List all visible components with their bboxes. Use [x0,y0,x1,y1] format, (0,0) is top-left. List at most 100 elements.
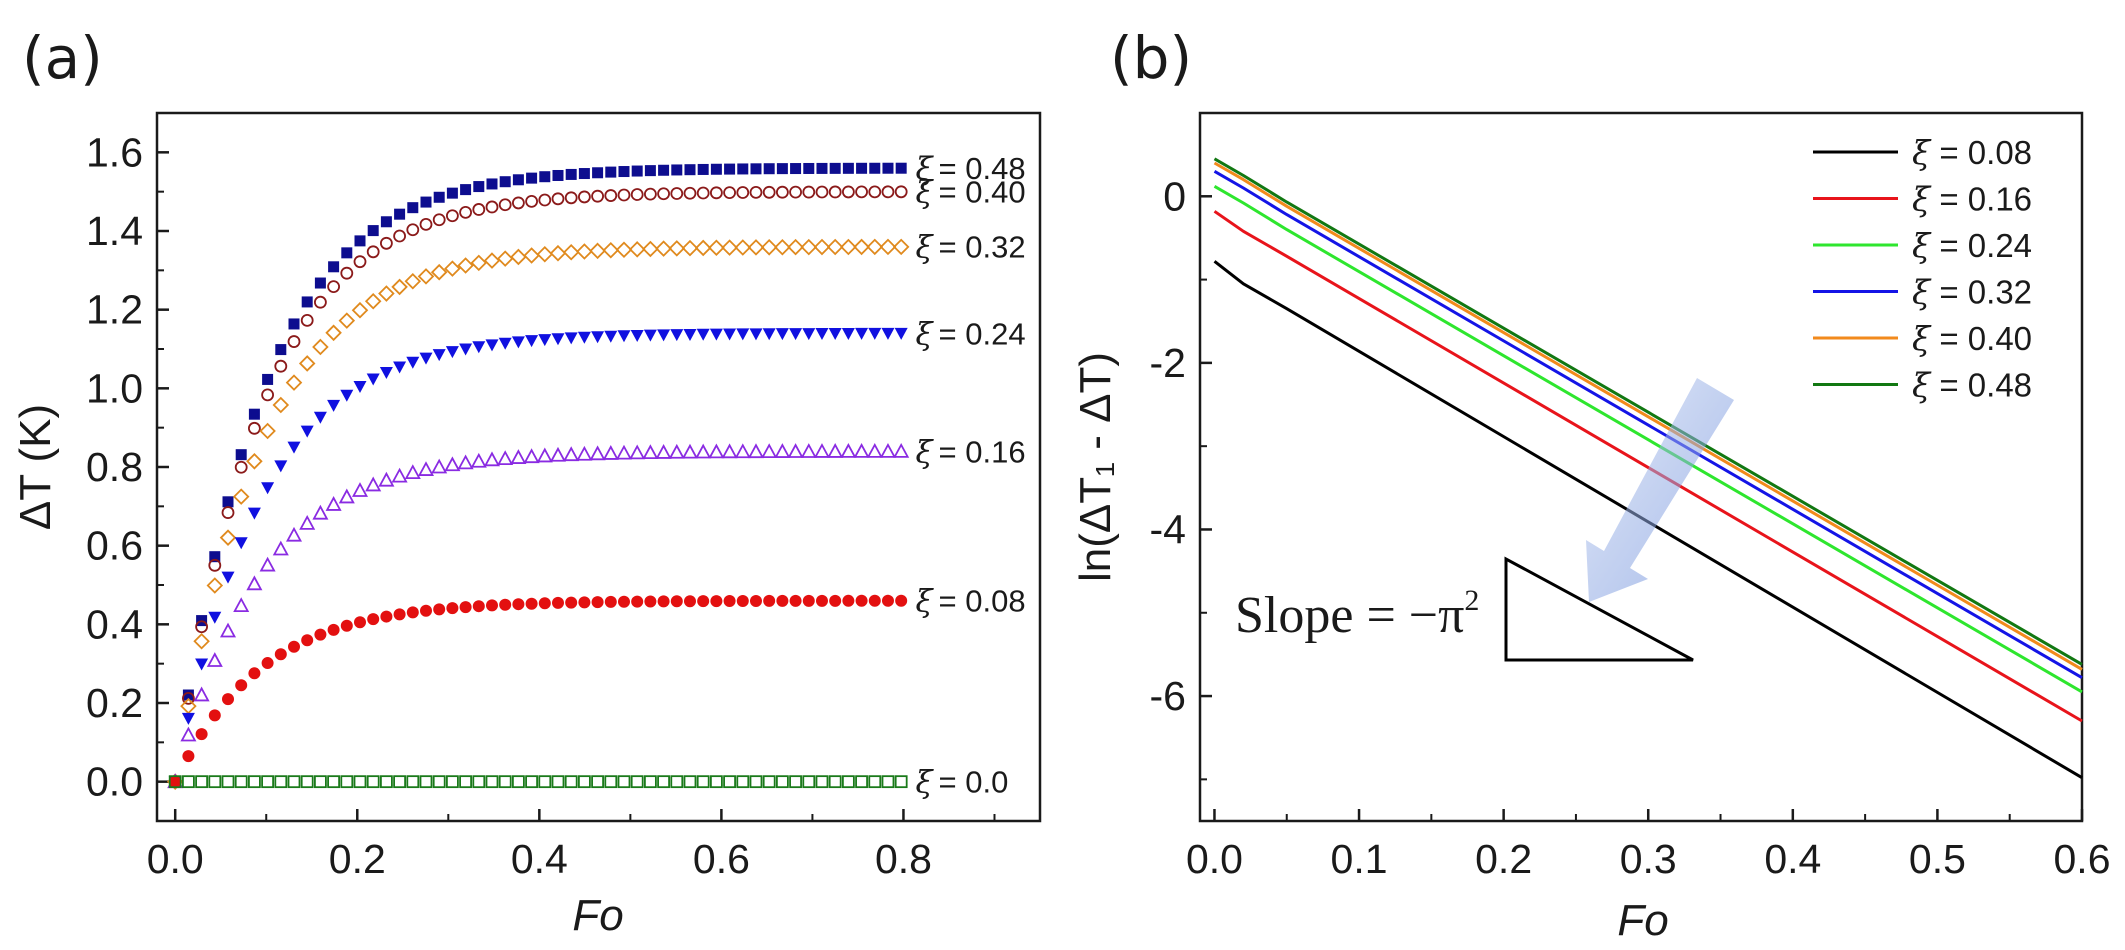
data-point [630,775,644,789]
data-point [631,595,644,608]
data-point [787,238,804,256]
data-point [525,335,539,348]
data-point [723,595,736,608]
data-point [285,526,303,542]
data-point [842,594,855,607]
data-point [511,775,525,789]
x-tick-label: 0.2 [1475,836,1532,882]
data-point [577,775,591,789]
data-point [668,443,685,459]
data-point [195,728,208,741]
data-point [380,216,392,228]
data-point [444,456,461,472]
data-point [591,331,605,344]
data-point [327,399,341,412]
data-point [670,595,683,608]
data-point [577,190,591,204]
series-label: ξ = 0.08 [915,584,1025,620]
data-point [736,328,750,341]
data-point [762,328,776,341]
data-point [763,163,775,175]
data-point [499,598,512,611]
x-tick-label: 0.2 [329,836,386,882]
data-point [512,598,525,611]
data-point [709,186,723,200]
data-point [644,595,657,608]
data-point [800,238,818,256]
data-point [391,467,408,483]
data-point [340,619,353,632]
data-point [378,471,395,487]
data-point [314,295,327,309]
data-point [815,775,829,789]
data-point [446,187,458,199]
data-point [724,163,736,175]
data-point [235,679,248,692]
data-point [774,443,791,458]
slope-annotation: Slope = −π2 [1235,584,1479,644]
data-point [208,558,222,572]
data-point [577,331,591,344]
data-point [671,164,683,176]
data-point [287,441,301,454]
data-point [562,244,580,261]
data-point [721,239,738,256]
data-point [222,496,234,508]
data-point [602,445,619,460]
data-point [510,248,527,266]
data-point [802,775,816,789]
data-point [657,329,671,342]
data-point [219,529,237,546]
data-point [747,443,764,459]
data-point [301,296,313,308]
data-point [866,238,884,256]
data-point [247,507,261,520]
y-tick-label: 1.4 [86,208,143,254]
data-point [417,268,435,285]
data-point [841,775,855,789]
data-point [734,443,751,459]
data-point [604,595,617,608]
data-point [643,329,657,342]
data-point [393,775,406,789]
data-point [233,597,250,612]
data-point [591,189,604,203]
legend-label: ξ = 0.16 [1912,180,2032,219]
data-point [498,337,512,350]
data-point [221,506,235,519]
data-point [763,594,776,607]
data-point [353,616,366,629]
data-point [750,163,762,175]
data-point [221,571,235,584]
data-point [552,169,564,181]
data-point [539,171,551,183]
data-point [736,594,749,607]
data-point [406,775,420,789]
data-point [592,167,604,179]
data-point [815,185,829,199]
data-point [617,330,631,343]
data-point [419,352,433,365]
data-point [367,613,380,626]
data-point [841,327,855,340]
data-point [658,164,670,176]
data-point [670,329,684,342]
chart-a-ticks: 0.0 0.2 0.4 0.6 0.8 0.0 0.2 0.4 0.6 0.8 1.0 1.2 1.4 1… [86,112,996,882]
data-point [234,460,248,474]
data-point [630,188,644,201]
data-point [182,750,195,763]
data-point [813,443,830,458]
series-label: ξ = 0.32 [915,230,1025,266]
data-point [407,202,419,214]
data-point [749,328,763,341]
data-point [328,261,340,273]
data-point [485,599,498,612]
data-point [879,442,896,458]
data-point [789,185,802,199]
data-point [790,163,802,175]
data-point [855,185,868,199]
data-point [404,464,421,479]
data-point [459,205,472,219]
data-point [829,594,842,607]
data-point [365,476,382,492]
